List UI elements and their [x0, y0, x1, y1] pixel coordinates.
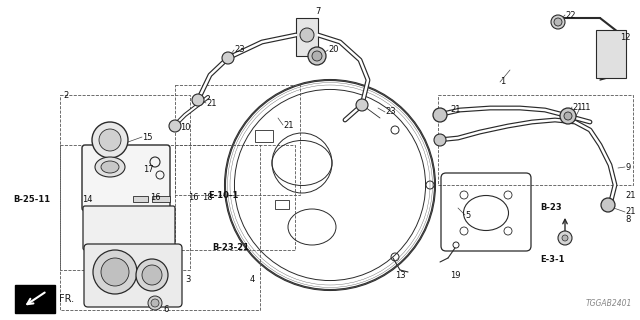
Text: 19: 19 — [450, 270, 461, 279]
Bar — [15, 285, 55, 313]
FancyBboxPatch shape — [84, 244, 182, 307]
Circle shape — [601, 198, 615, 212]
Circle shape — [560, 108, 576, 124]
Text: 2: 2 — [63, 91, 68, 100]
Circle shape — [562, 235, 568, 241]
Bar — [133, 196, 148, 202]
Circle shape — [222, 52, 234, 64]
Text: 7: 7 — [315, 7, 321, 17]
Text: 20: 20 — [328, 45, 339, 54]
Text: 23: 23 — [385, 108, 396, 116]
Circle shape — [151, 299, 159, 307]
Bar — [255, 130, 273, 142]
Circle shape — [92, 122, 128, 158]
Circle shape — [136, 259, 168, 291]
FancyBboxPatch shape — [82, 145, 170, 211]
Text: 14: 14 — [82, 196, 93, 204]
Circle shape — [93, 250, 137, 294]
Text: B-23-21: B-23-21 — [212, 244, 249, 252]
Text: 3: 3 — [185, 276, 190, 284]
Text: B-25-11: B-25-11 — [13, 196, 50, 204]
Circle shape — [300, 28, 314, 42]
Text: 15: 15 — [142, 132, 152, 141]
Text: 9: 9 — [625, 163, 630, 172]
Text: 12: 12 — [620, 34, 630, 43]
Text: 6: 6 — [163, 306, 168, 315]
Text: 21: 21 — [206, 99, 216, 108]
Circle shape — [558, 231, 572, 245]
Text: 21: 21 — [450, 106, 461, 115]
Circle shape — [142, 265, 162, 285]
Text: 10: 10 — [180, 124, 191, 132]
Text: 13: 13 — [395, 270, 406, 279]
FancyBboxPatch shape — [83, 206, 175, 250]
Bar — [175, 85, 300, 195]
Bar — [60, 95, 190, 270]
Text: 17: 17 — [143, 165, 154, 174]
Circle shape — [564, 112, 572, 120]
Text: 23: 23 — [234, 45, 244, 54]
Text: 21: 21 — [572, 102, 582, 111]
Text: TGGAB2401: TGGAB2401 — [586, 299, 632, 308]
Circle shape — [308, 47, 326, 65]
Circle shape — [356, 99, 368, 111]
Circle shape — [554, 18, 562, 26]
Text: 21: 21 — [283, 121, 294, 130]
Text: 16: 16 — [150, 193, 161, 202]
Bar — [596, 30, 626, 78]
Circle shape — [312, 51, 322, 61]
Circle shape — [192, 94, 204, 106]
Text: E-10-1: E-10-1 — [208, 190, 238, 199]
Text: 1: 1 — [500, 77, 505, 86]
Text: 21: 21 — [625, 190, 636, 199]
Circle shape — [551, 15, 565, 29]
Circle shape — [169, 120, 181, 132]
Text: B-23: B-23 — [540, 204, 562, 212]
Text: 4: 4 — [250, 276, 255, 284]
Text: 8: 8 — [625, 215, 630, 225]
Text: 22: 22 — [565, 11, 575, 20]
Circle shape — [148, 296, 162, 310]
Bar — [296, 18, 318, 56]
Bar — [275, 200, 289, 209]
Circle shape — [101, 258, 129, 286]
Circle shape — [99, 129, 121, 151]
Bar — [175, 145, 295, 250]
Bar — [152, 196, 170, 202]
Text: 21: 21 — [625, 207, 636, 217]
Text: 18: 18 — [202, 193, 212, 202]
Circle shape — [434, 134, 446, 146]
Text: E-3-1: E-3-1 — [540, 255, 564, 265]
Bar — [438, 95, 633, 185]
Text: 16: 16 — [188, 193, 198, 202]
Ellipse shape — [101, 161, 119, 173]
Text: 11: 11 — [580, 103, 591, 113]
Text: 5: 5 — [465, 211, 470, 220]
Bar — [60, 145, 260, 310]
Ellipse shape — [95, 157, 125, 177]
Circle shape — [433, 108, 447, 122]
Text: FR.: FR. — [59, 294, 74, 304]
